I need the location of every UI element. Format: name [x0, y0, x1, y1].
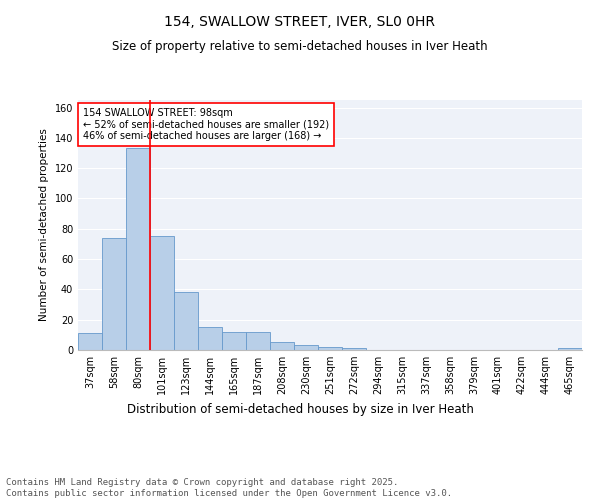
Bar	[294, 346, 318, 350]
Bar	[102, 238, 126, 350]
Text: Distribution of semi-detached houses by size in Iver Heath: Distribution of semi-detached houses by …	[127, 402, 473, 415]
Bar	[222, 332, 246, 350]
Y-axis label: Number of semi-detached properties: Number of semi-detached properties	[39, 128, 49, 322]
Bar	[78, 334, 102, 350]
Text: Contains HM Land Registry data © Crown copyright and database right 2025.
Contai: Contains HM Land Registry data © Crown c…	[6, 478, 452, 498]
Bar	[246, 332, 270, 350]
Bar	[126, 148, 150, 350]
Text: Size of property relative to semi-detached houses in Iver Heath: Size of property relative to semi-detach…	[112, 40, 488, 53]
Bar	[318, 347, 342, 350]
Bar	[342, 348, 366, 350]
Bar	[270, 342, 294, 350]
Bar	[174, 292, 198, 350]
Bar	[558, 348, 582, 350]
Text: 154, SWALLOW STREET, IVER, SL0 0HR: 154, SWALLOW STREET, IVER, SL0 0HR	[164, 15, 436, 29]
Bar	[150, 236, 174, 350]
Text: 154 SWALLOW STREET: 98sqm
← 52% of semi-detached houses are smaller (192)
46% of: 154 SWALLOW STREET: 98sqm ← 52% of semi-…	[83, 108, 329, 140]
Bar	[198, 328, 222, 350]
